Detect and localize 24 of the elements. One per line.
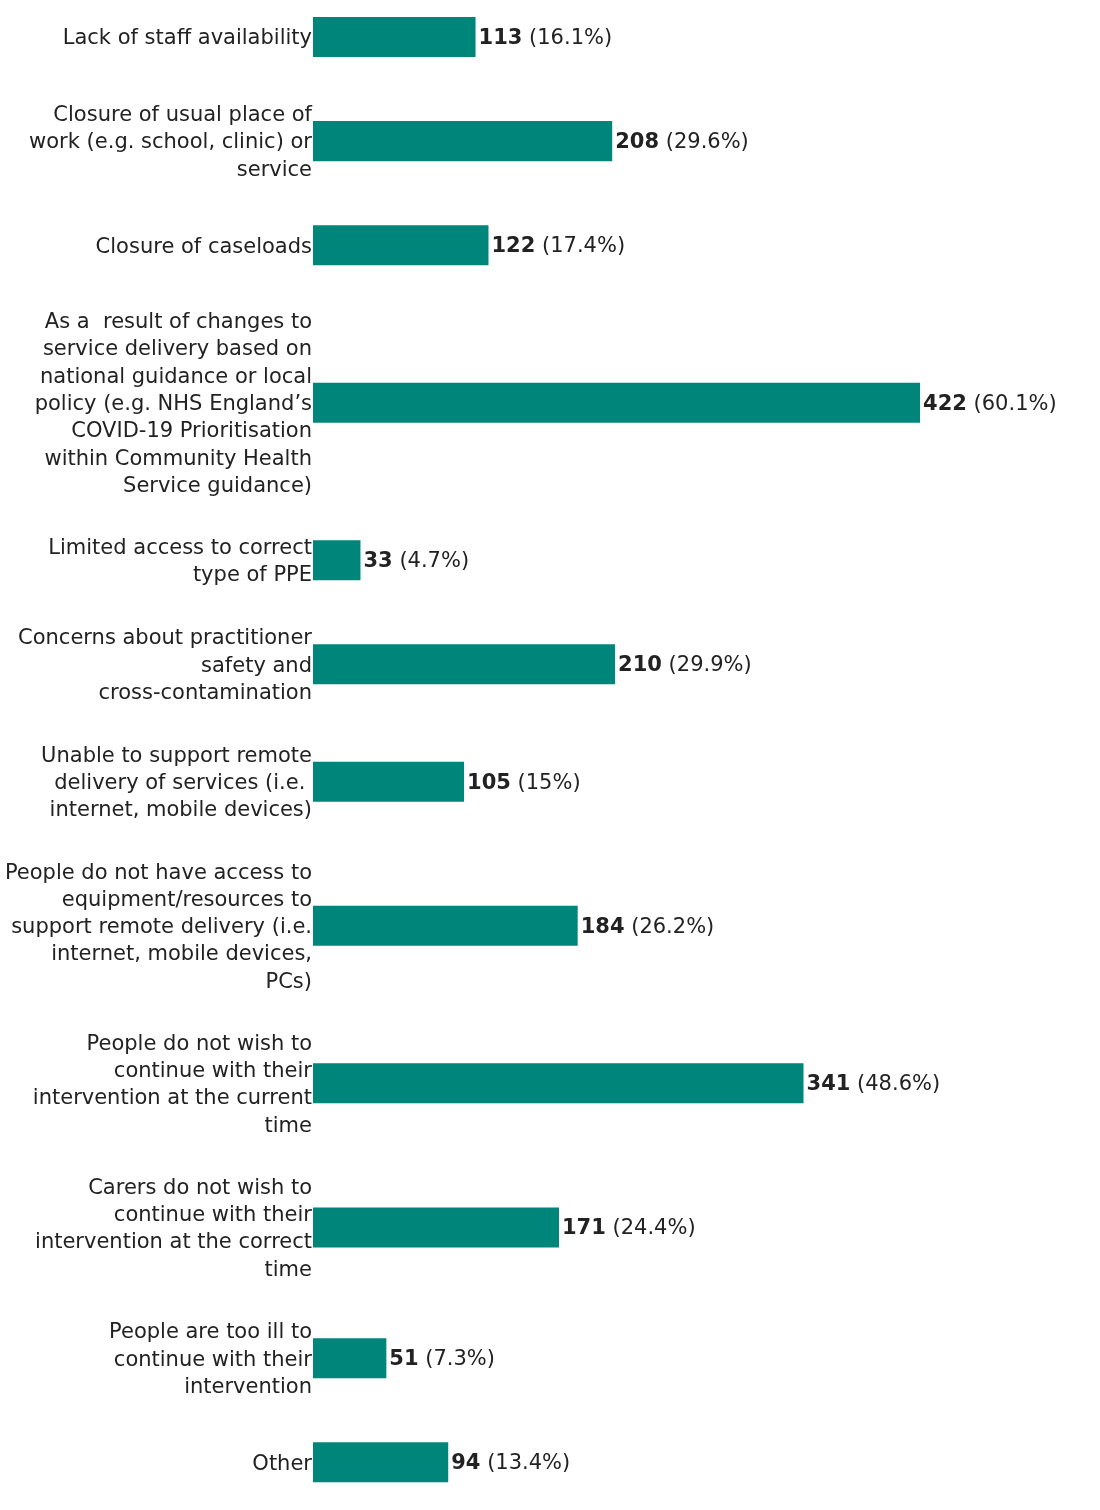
y-tick-label: People do not have access to equipment/resources to support remote delivery (i.e. internet, mobile devices, PCs) [4, 859, 312, 993]
data-label: 341 (48.6%) [806, 1071, 941, 1096]
y-tick-label: Lack of staff availability [62, 25, 312, 50]
data-label: 171 (24.4%) [561, 1215, 696, 1240]
data-label: 113 (16.1%) [478, 25, 613, 50]
y-tick-label: Carers do not wish to continue with their intervention at the correct time [35, 1174, 313, 1281]
y-tick-label: People are too ill to continue with their intervention [109, 1319, 313, 1398]
data-label: 105 (15%) [467, 769, 581, 794]
y-tick-label: As a result of changes to service delivery based on national guidance or local policy (e.g. NHS England’s COVID-19 Prioritisation within Community Health Service guidance) [34, 309, 312, 497]
data-label: 208 (29.6%) [615, 129, 749, 154]
data-label: 33 (4.7%) [363, 548, 470, 573]
data-label: 422 (60.1%) [923, 390, 1057, 415]
y-tick-label: Closure of caseloads [95, 233, 312, 258]
data-label: 184 (26.2%) [580, 913, 715, 938]
y-tick-label: People do not wish to continue with their intervention at the current time [32, 1030, 313, 1137]
y-tick-label: Closure of usual place of work (e.g. school, clinic) or service [29, 102, 313, 181]
data-label: 51 (7.3%) [389, 1346, 496, 1371]
data-label: 94 (13.4%) [451, 1450, 571, 1475]
y-tick-label: Limited access to correct type of PPE [48, 534, 312, 587]
y-tick-label: Unable to support remote delivery of services (i.e. internet, mobile devices) [41, 742, 312, 822]
y-tick-label: Concerns about practitioner safety and cross-contamination [18, 625, 313, 704]
data-label: 210 (29.9%) [618, 652, 752, 677]
y-tick-label: Other [252, 1450, 313, 1475]
data-label: 122 (17.4%) [491, 233, 626, 258]
